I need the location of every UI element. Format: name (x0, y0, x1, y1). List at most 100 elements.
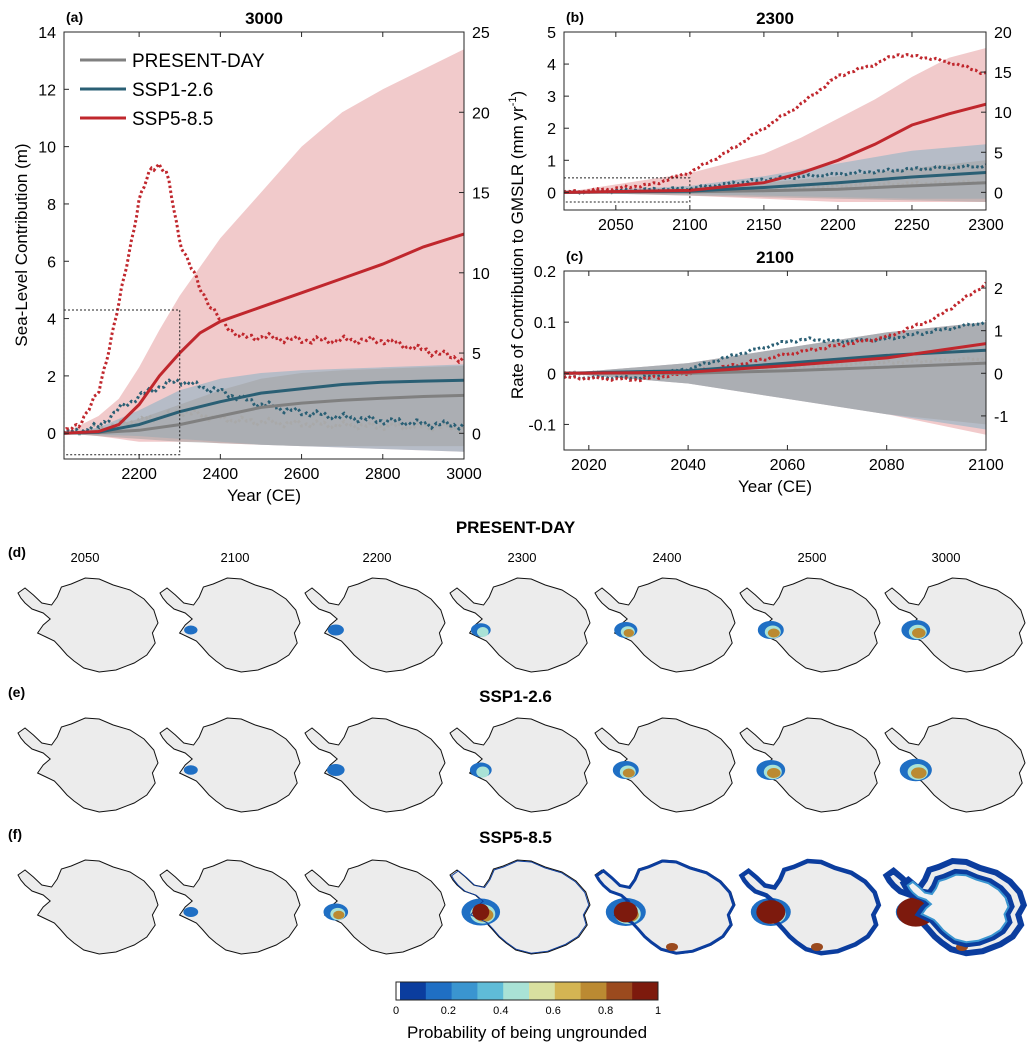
y-right-tick-label: 20 (472, 105, 490, 122)
zoom-box-2300 (63, 309, 181, 456)
map-year-label: 2400 (652, 550, 682, 565)
legend-label: SSP5-8.5 (132, 109, 213, 130)
x-axis-label: Year (CE) (227, 486, 301, 505)
colorbar-cell (554, 982, 582, 1000)
ungrounded-area (183, 907, 199, 917)
antarctica-map (159, 577, 301, 673)
antarctica-map (304, 577, 446, 673)
colorbar-label: Probability of being ungrounded (407, 1023, 647, 1042)
panel-label-e: (e) (8, 684, 26, 700)
y-tick-label: 4 (47, 312, 56, 329)
y-tick-label: 0 (547, 185, 556, 202)
rate-line (64, 408, 464, 436)
ungrounded-area (183, 765, 198, 775)
y-right-tick-label: 10 (994, 105, 1012, 122)
x-tick-label: 2400 (203, 466, 239, 483)
y-right-tick-label: 5 (472, 346, 481, 363)
x-tick-label: 3000 (446, 466, 482, 483)
panel-label-f: (f) (8, 826, 22, 842)
maps-row-title-present: PRESENT-DAY (455, 518, 576, 537)
plot-area (64, 49, 464, 452)
ungrounded-core (756, 900, 786, 924)
median-line (564, 342, 986, 375)
colorbar-cell (580, 982, 607, 1000)
ungrounded-area (912, 628, 926, 638)
antarctica-map (739, 577, 881, 673)
ungrounded-area (623, 629, 634, 637)
y-tick-label: 0 (547, 366, 556, 383)
colorbar-tick-label: 0 (393, 1005, 399, 1017)
colorbar-tick-label: 1 (655, 1005, 661, 1017)
ice-sheet-outline (17, 859, 159, 955)
y-right-tick-label: 0 (472, 426, 481, 443)
y-right-tick-label: 10 (472, 266, 490, 283)
chart-panel-a: 2200 2400 2600 2800 3000 0 2 4 6 8 10 12 14 0 5 10 15 20 2… (12, 9, 527, 505)
panel-label: (a) (66, 9, 83, 25)
x-tick-label: 2080 (869, 457, 905, 474)
antarctica-map (17, 717, 159, 813)
legend-label: PRESENT-DAY (132, 51, 265, 72)
legend: PRESENT-DAY SSP1-2.6 SSP5-8.5 (80, 51, 265, 130)
colorbar-frame (395, 981, 659, 1001)
map-year-label: 2200 (362, 550, 392, 565)
colorbar-cell (477, 982, 504, 1000)
y-axis-label-right: Rate of Contribution to GMSLR (mm yr-1) (507, 91, 527, 399)
antarctica-map (304, 859, 446, 955)
uncertainty-band (564, 322, 986, 425)
y-right-tick-label: 2 (994, 281, 1003, 298)
colorbar-cell (451, 982, 478, 1000)
panel-label-d: (d) (8, 544, 26, 560)
rate-line (564, 53, 986, 194)
antarctica-map (884, 577, 1026, 673)
colorbar-cell (425, 982, 453, 1000)
x-tick-label: 2150 (746, 217, 782, 234)
antarctica-map (594, 717, 736, 813)
x-tick-label: 2100 (672, 217, 708, 234)
maps-row-title-ssp585: SSP5-8.5 (479, 828, 552, 847)
ungrounded-area (622, 768, 635, 778)
x-tick-label: 2060 (770, 457, 806, 474)
antarctica-map (159, 717, 301, 813)
antarctica-map (159, 859, 301, 955)
rate-line (564, 281, 986, 383)
antarctica-map (449, 717, 591, 813)
plot-area (564, 281, 986, 435)
antarctica-map (594, 859, 736, 955)
axes-frame (63, 31, 465, 460)
ungrounded-area (476, 766, 490, 778)
map-year-label: 2500 (797, 550, 827, 565)
colorbar-cell (632, 982, 659, 1000)
y-tick-label: 0.2 (534, 264, 556, 281)
x-tick-label: 2200 (121, 466, 157, 483)
y-right-tick-label: 25 (472, 25, 490, 42)
chart-title: 2300 (756, 9, 794, 28)
y-tick-label: 0.1 (534, 315, 556, 332)
antarctica-map (739, 717, 881, 813)
x-tick-label: 2020 (571, 457, 607, 474)
plot-area (564, 48, 986, 202)
y-right-tick-label: 15 (994, 65, 1012, 82)
ice-sheet-outline (304, 717, 446, 813)
x-tick-label: 2250 (894, 217, 930, 234)
coastal-retreat (899, 868, 1015, 948)
x-tick-label: 2800 (365, 466, 401, 483)
antarctica-map (738, 858, 882, 956)
zoom-box-2100 (563, 177, 691, 203)
map-year-label: 3000 (931, 550, 961, 565)
x-tick-label: 2300 (968, 217, 1004, 234)
ungrounded-area (327, 764, 345, 776)
median-line (64, 232, 464, 435)
x-tick-label: 2050 (598, 217, 634, 234)
ungrounded-core (472, 903, 490, 921)
panel-label: (b) (566, 9, 584, 25)
y-tick-label: 14 (38, 25, 56, 42)
y-right-tick-label: 20 (994, 25, 1012, 42)
y-right-tick-label: 1 (994, 324, 1003, 341)
ungrounded-area (811, 943, 823, 951)
x-tick-label: 2100 (968, 457, 1004, 474)
chart-panel-c: 2020 2040 2060 2080 2100 -0.1 0 0.1 0.2 -1 0 1 2 2100… (528, 248, 1008, 496)
chart-title: 3000 (245, 9, 283, 28)
antarctica-map (449, 577, 591, 673)
ice-sheet-outline (449, 717, 591, 813)
x-tick-label: 2200 (820, 217, 856, 234)
